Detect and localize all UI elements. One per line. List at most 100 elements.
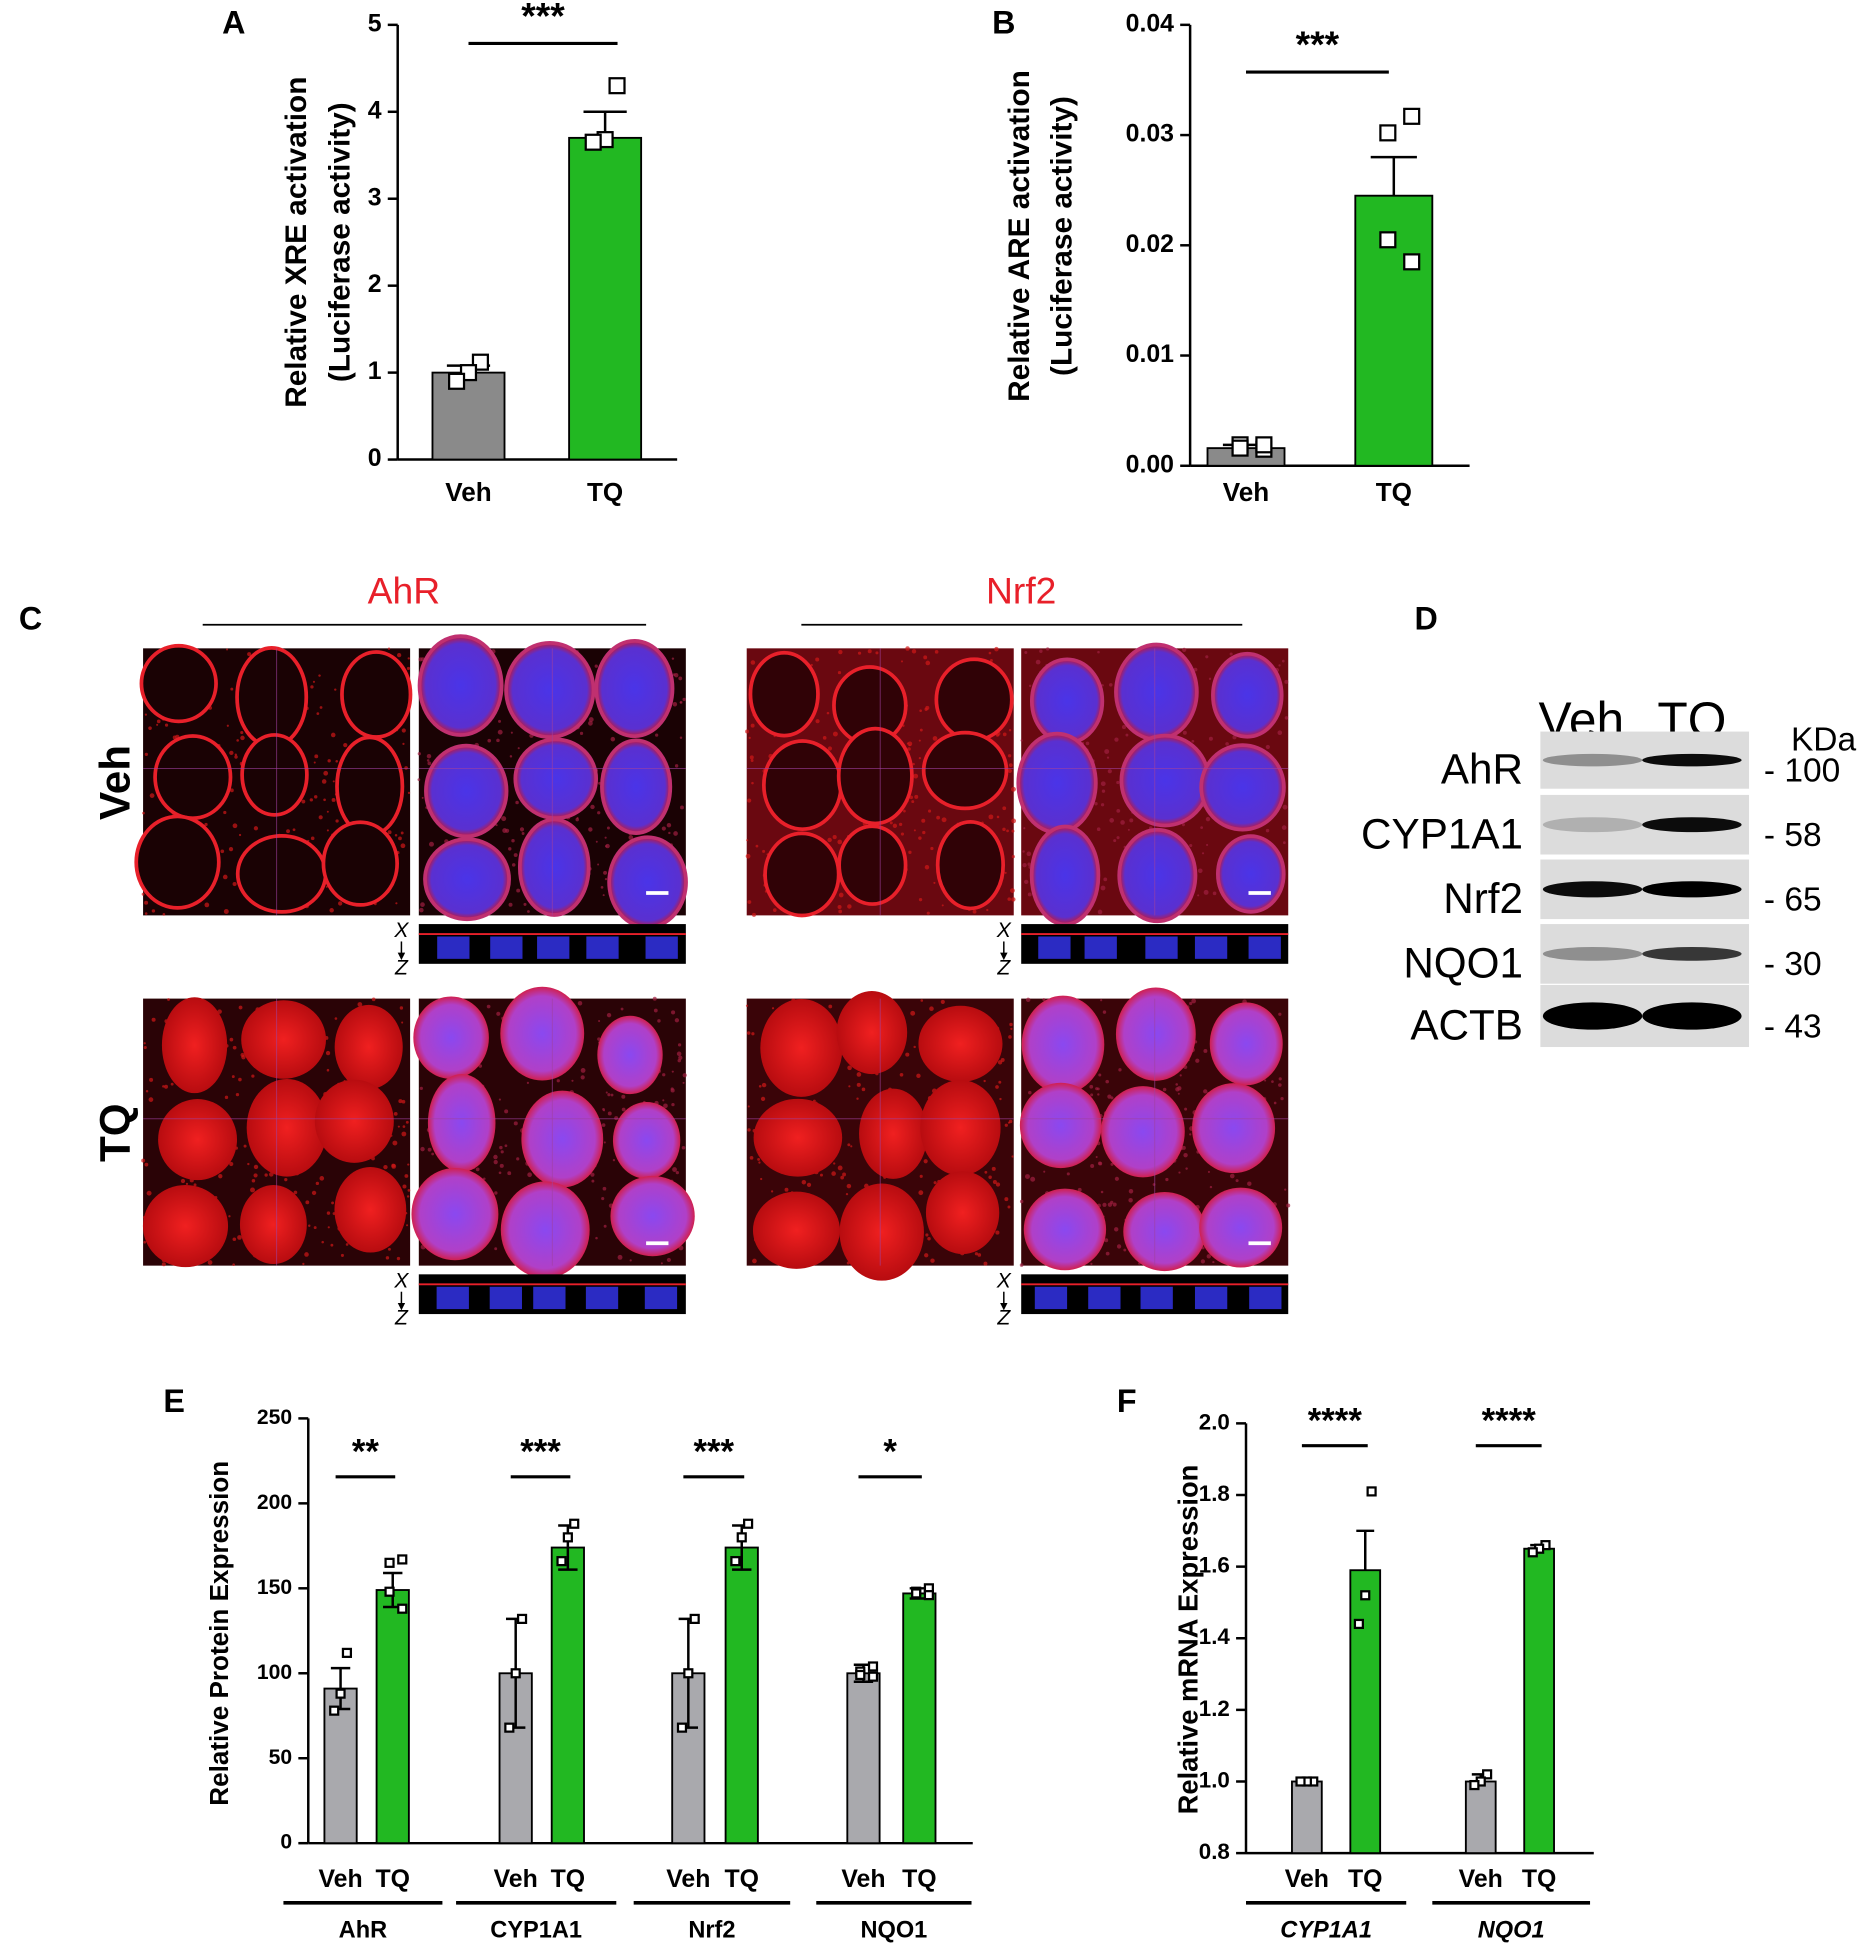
speckle bbox=[1019, 1263, 1024, 1267]
speckle bbox=[327, 1226, 330, 1229]
bar bbox=[1291, 1780, 1323, 1855]
error-bar bbox=[1370, 155, 1417, 196]
speckle bbox=[319, 706, 323, 709]
speckle bbox=[984, 1170, 988, 1174]
speckle bbox=[1281, 659, 1285, 663]
nucleus bbox=[920, 1079, 1001, 1176]
nucleus bbox=[417, 634, 504, 737]
speckle bbox=[595, 840, 598, 843]
y-tick-label: 0.8 bbox=[1199, 1839, 1230, 1864]
speckle bbox=[1182, 730, 1187, 735]
speckle bbox=[588, 720, 593, 726]
speckle bbox=[856, 1072, 862, 1077]
x-tick-label: TQ bbox=[1376, 477, 1412, 507]
speckle bbox=[229, 750, 234, 756]
speckle bbox=[193, 1183, 197, 1187]
speckle bbox=[603, 1141, 606, 1144]
speckle bbox=[228, 1215, 231, 1218]
speckle bbox=[502, 828, 508, 833]
speckle bbox=[234, 753, 238, 756]
speckle bbox=[1203, 889, 1209, 895]
speckle bbox=[397, 1125, 400, 1128]
speckle bbox=[407, 791, 411, 795]
speckle bbox=[815, 719, 820, 724]
speckle bbox=[1043, 1170, 1046, 1173]
nucleus bbox=[1029, 824, 1101, 927]
speckle bbox=[226, 648, 229, 651]
speckle bbox=[751, 912, 756, 917]
bar bbox=[568, 136, 643, 461]
y-axis-label: (Luciferase activity) bbox=[1045, 96, 1078, 376]
speckle bbox=[314, 795, 318, 799]
data-point bbox=[1527, 1547, 1538, 1558]
nucleus bbox=[158, 1099, 238, 1181]
band bbox=[1542, 881, 1643, 898]
column-header: AhR bbox=[368, 570, 440, 612]
speckle bbox=[856, 1082, 861, 1087]
xz-signal bbox=[1248, 936, 1281, 959]
axis-x-label: X bbox=[996, 919, 1012, 942]
speckle bbox=[745, 1004, 749, 1007]
band-weight: - 100 bbox=[1764, 752, 1840, 789]
speckle bbox=[1090, 1164, 1095, 1169]
speckle bbox=[913, 829, 916, 832]
speckle bbox=[671, 1102, 675, 1107]
speckle bbox=[401, 1099, 406, 1104]
speckle bbox=[1128, 1198, 1133, 1203]
speckle bbox=[420, 1146, 425, 1152]
speckle bbox=[1101, 789, 1106, 793]
speckle bbox=[597, 811, 601, 815]
speckle bbox=[1035, 659, 1041, 665]
speckle bbox=[326, 1211, 331, 1215]
speckle bbox=[391, 1163, 397, 1169]
speckle bbox=[508, 847, 512, 851]
speckle bbox=[232, 881, 237, 887]
speckle bbox=[838, 909, 843, 914]
speckle bbox=[861, 1087, 866, 1092]
speckle bbox=[657, 1019, 661, 1023]
speckle bbox=[486, 1004, 491, 1009]
speckle bbox=[761, 1082, 767, 1088]
speckle bbox=[827, 837, 832, 843]
speckle bbox=[243, 1144, 247, 1148]
speckle bbox=[856, 1097, 859, 1100]
speckle bbox=[1265, 744, 1270, 750]
speckle bbox=[238, 1005, 243, 1010]
speckle bbox=[1011, 1155, 1014, 1158]
speckle bbox=[1023, 827, 1026, 830]
group-label: NQO1 bbox=[1478, 1917, 1545, 1943]
y-tick-label: 2 bbox=[368, 271, 382, 298]
speckle bbox=[1002, 806, 1007, 811]
speckle bbox=[1212, 891, 1217, 896]
speckle bbox=[401, 1021, 404, 1024]
speckle bbox=[604, 836, 607, 839]
nucleus bbox=[504, 640, 596, 739]
speckle bbox=[1125, 733, 1129, 737]
speckle bbox=[429, 841, 434, 847]
speckle bbox=[1113, 839, 1117, 843]
speckle bbox=[1229, 1173, 1235, 1179]
group-label: AhR bbox=[339, 1917, 387, 1943]
speckle bbox=[762, 849, 766, 853]
speckle bbox=[1265, 828, 1270, 833]
y-axis-label: Relative mRNA Expression bbox=[1172, 1465, 1203, 1815]
speckle bbox=[335, 759, 339, 763]
significance: *** bbox=[521, 0, 565, 36]
x-tick-label: TQ bbox=[1348, 1866, 1382, 1893]
band-label: NQO1 bbox=[1403, 939, 1523, 986]
speckle bbox=[253, 1173, 258, 1178]
speckle bbox=[312, 680, 316, 683]
speckle bbox=[594, 664, 598, 668]
speckle bbox=[250, 1187, 255, 1193]
speckle bbox=[1206, 1254, 1211, 1259]
speckle bbox=[253, 826, 259, 831]
speckle bbox=[515, 800, 519, 805]
speckle bbox=[338, 901, 343, 906]
speckle bbox=[1205, 816, 1211, 822]
speckle bbox=[1066, 1172, 1070, 1176]
speckle bbox=[629, 1259, 632, 1262]
speckle bbox=[1097, 909, 1103, 915]
speckle bbox=[770, 1190, 774, 1193]
speckle bbox=[523, 902, 527, 906]
speckle bbox=[144, 1162, 149, 1167]
